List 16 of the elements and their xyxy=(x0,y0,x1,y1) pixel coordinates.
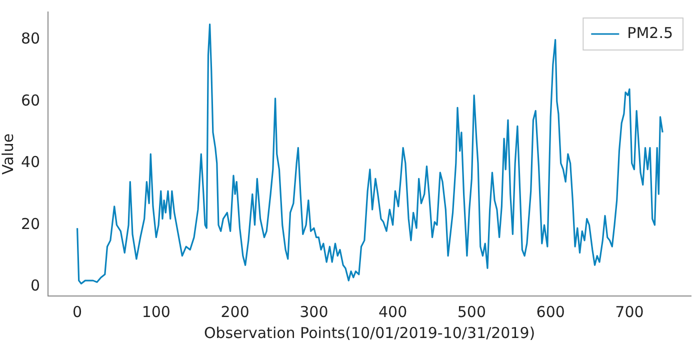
y-tick-label: 40 xyxy=(20,153,40,172)
legend-label: PM2.5 xyxy=(627,24,673,42)
y-axis-title: Value xyxy=(0,133,17,175)
x-tick-label: 500 xyxy=(457,302,486,321)
x-axis-title: Observation Points(10/01/2019-10/31/2019) xyxy=(204,324,536,342)
y-tick-label: 60 xyxy=(20,91,40,110)
x-tick-label: 200 xyxy=(220,302,250,321)
y-tick-label: 80 xyxy=(20,30,40,48)
y-tick-label: 20 xyxy=(20,214,40,233)
x-tick-label: 600 xyxy=(536,302,565,321)
x-tick-label: 300 xyxy=(300,302,328,321)
x-tick-label: 400 xyxy=(378,302,408,321)
x-tick-label: 0 xyxy=(72,302,82,321)
x-tick-label: 100 xyxy=(142,302,170,321)
x-tick-label: 700 xyxy=(615,302,644,321)
y-tick-label: 0 xyxy=(30,276,40,295)
